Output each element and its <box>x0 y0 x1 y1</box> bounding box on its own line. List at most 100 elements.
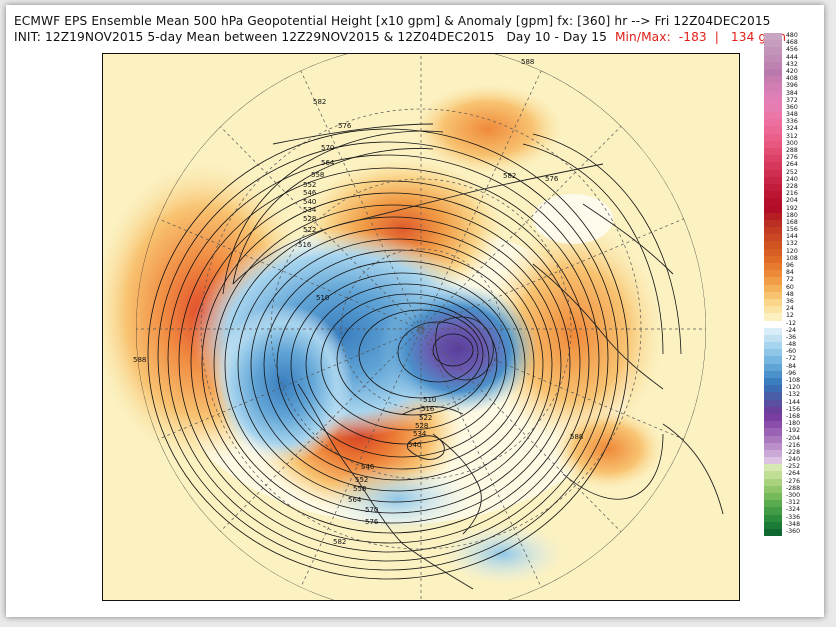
contour-label: 588 <box>521 58 534 66</box>
colorbar-level: 432 <box>764 61 822 69</box>
colorbar-label: 480 <box>786 32 798 39</box>
colorbar-swatch <box>764 176 782 184</box>
colorbar-label: 120 <box>786 247 798 255</box>
colorbar-label: -348 <box>786 520 801 528</box>
colorbar-swatch <box>764 457 782 465</box>
colorbar-level: 228 <box>764 183 822 192</box>
colorbar-label: 324 <box>786 125 798 133</box>
colorbar-level: 372 <box>764 97 822 105</box>
colorbar-label: -144 <box>786 398 801 406</box>
colorbar-level: 264 <box>764 161 822 170</box>
colorbar-label: 96 <box>786 262 794 269</box>
colorbar-level: 12 <box>764 312 822 321</box>
colorbar-label: 468 <box>786 39 798 47</box>
colorbar-label: 444 <box>786 53 798 61</box>
colorbar-swatch <box>764 61 782 69</box>
colorbar-level: -108 <box>764 377 822 386</box>
colorbar-swatch <box>764 493 782 501</box>
colorbar-level: 192 <box>764 205 822 213</box>
colorbar-swatch <box>764 112 782 120</box>
contour-label: 582 <box>313 98 326 106</box>
colorbar-swatch <box>764 183 782 192</box>
colorbar-level: 144 <box>764 233 822 242</box>
colorbar-level: 36 <box>764 298 822 307</box>
colorbar-label: -264 <box>786 470 801 478</box>
colorbar-swatch <box>764 298 782 307</box>
colorbar-label: -240 <box>786 456 801 464</box>
colorbar-swatch <box>764 291 782 299</box>
colorbar-swatch <box>764 334 782 343</box>
contour-label: 546 <box>303 189 317 197</box>
contour-label: 540 <box>303 198 316 206</box>
colorbar-label: -120 <box>786 384 801 392</box>
colorbar-swatch <box>764 76 782 84</box>
colorbar-label: -360 <box>786 527 801 535</box>
contour-labels: 588 582 576 570 564 558 552 546 540 534 … <box>133 58 583 546</box>
colorbar-level: -228 <box>764 449 822 458</box>
colorbar-level: -36 <box>764 333 822 343</box>
asia-outline <box>232 123 604 285</box>
colorbar-swatch <box>764 363 782 371</box>
min-max-readout: Min/Max: -183 | 134 gpm <box>614 30 787 44</box>
colorbar-level: -48 <box>764 341 822 350</box>
hudson-bay-outline <box>406 435 445 460</box>
colorbar-swatch <box>764 413 782 422</box>
colorbar-level: -192 <box>764 427 822 436</box>
colorbar-swatch <box>764 90 782 98</box>
colorbar-label: 264 <box>786 161 798 169</box>
colorbar-label: 156 <box>786 226 798 234</box>
colorbar-level: 276 <box>764 154 822 163</box>
colorbar-label: -36 <box>786 333 797 341</box>
colorbar-swatch <box>764 40 782 48</box>
colorbar-swatch <box>764 140 782 148</box>
contour-label: 582 <box>503 172 516 180</box>
colorbar-label: -276 <box>786 477 801 485</box>
colorbar-level: -312 <box>764 499 822 508</box>
colorbar-label: 336 <box>786 118 798 126</box>
colorbar-level: 420 <box>764 68 822 77</box>
chart-title: ECMWF EPS Ensemble Mean 500 hPa Geopoten… <box>14 14 771 28</box>
colorbar-level: 108 <box>764 255 822 263</box>
colorbar-swatch <box>764 205 782 213</box>
contour-label: 522 <box>419 414 432 422</box>
contour-label: 582 <box>333 538 346 546</box>
colorbar-label: 396 <box>786 82 798 90</box>
colorbar-swatch <box>764 270 782 278</box>
colorbar-level: 240 <box>764 176 822 184</box>
colorbar-label: 84 <box>786 269 794 277</box>
colorbar-level: 84 <box>764 269 822 278</box>
colorbar-swatch <box>764 162 782 170</box>
colorbar-swatch <box>764 421 782 429</box>
colorbar-level: -288 <box>764 485 822 493</box>
colorbar-level: 396 <box>764 82 822 91</box>
colorbar-swatch <box>764 255 782 263</box>
colorbar-level: -180 <box>764 420 822 429</box>
contour-label: 546 <box>361 463 375 471</box>
colorbar-swatch <box>764 370 782 378</box>
colorbar-swatch <box>764 399 782 407</box>
colorbar-label: 456 <box>786 46 798 54</box>
colorbar-swatch <box>764 212 782 220</box>
contour-label: 588 <box>570 433 583 441</box>
colorbar-label: -216 <box>786 441 801 449</box>
colorbar-label: -204 <box>786 434 801 442</box>
graticule <box>136 54 706 600</box>
colorbar-level: 408 <box>764 75 822 84</box>
colorbar-swatch <box>764 119 782 127</box>
height-contours <box>147 128 682 580</box>
colorbar-level: -12 <box>764 320 822 328</box>
colorbar-level: 384 <box>764 90 822 98</box>
colorbar-level: -156 <box>764 406 822 414</box>
colorbar-level: 132 <box>764 240 822 249</box>
colorbar-swatch <box>764 428 782 436</box>
colorbar-swatch <box>764 148 782 156</box>
colorbar-label: -84 <box>786 362 797 370</box>
contour-label: 558 <box>353 485 366 493</box>
colorbar-level: 300 <box>764 140 822 148</box>
colorbar-swatch <box>764 514 782 522</box>
colorbar-level: -144 <box>764 398 822 407</box>
contour-label: 534 <box>303 206 317 214</box>
colorbar-swatch <box>764 191 782 199</box>
europe-outline <box>532 203 674 390</box>
colorbar-swatch <box>764 227 782 235</box>
